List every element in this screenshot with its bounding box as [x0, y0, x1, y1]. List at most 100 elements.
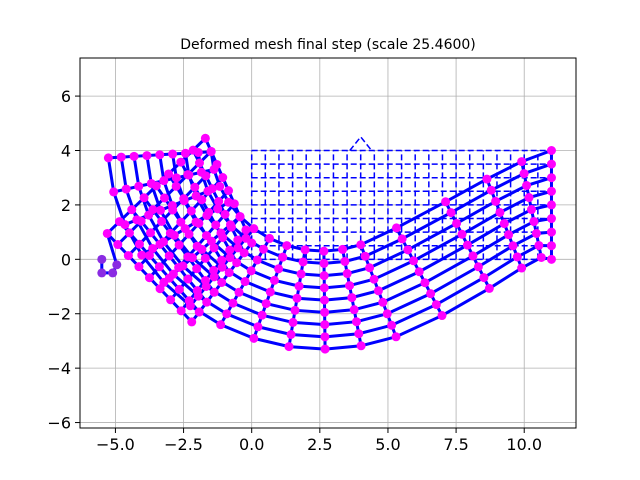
deformed-mesh-node: [184, 170, 194, 180]
deformed-mesh-node: [202, 297, 212, 307]
deformed-mesh-node: [486, 185, 496, 195]
deformed-mesh-node: [446, 208, 456, 218]
deformed-mesh-node: [134, 181, 144, 191]
deformed-mesh-node: [157, 216, 167, 226]
deformed-mesh-node: [526, 205, 536, 215]
support-node: [112, 260, 122, 270]
deformed-mesh-node: [409, 256, 419, 266]
deformed-mesh-node: [491, 196, 501, 206]
deformed-mesh-node: [457, 229, 467, 239]
deformed-mesh-node: [441, 197, 451, 207]
deformed-mesh-node: [519, 169, 529, 179]
deformed-mesh-node: [148, 243, 158, 253]
y-tick-label: −2: [47, 305, 71, 324]
deformed-mesh-node: [286, 329, 296, 339]
deformed-mesh-node: [232, 258, 242, 268]
deformed-mesh-node: [233, 235, 243, 245]
deformed-mesh-node: [158, 237, 168, 247]
deformed-mesh-node: [193, 291, 203, 301]
deformed-mesh-node: [213, 204, 223, 214]
deformed-mesh-node: [187, 253, 197, 263]
deformed-mesh-node: [202, 210, 212, 220]
deformed-mesh-node: [166, 295, 176, 305]
deformed-mesh-node: [224, 197, 234, 207]
deformed-mesh-node: [193, 147, 203, 157]
x-tick-label: 10.0: [506, 435, 542, 454]
deformed-mesh-node: [349, 305, 359, 315]
deformed-mesh-node: [124, 228, 134, 238]
deformed-mesh-node: [240, 277, 250, 287]
deformed-mesh-node: [206, 236, 216, 246]
deformed-mesh-node: [134, 262, 144, 272]
deformed-mesh-node: [191, 191, 201, 201]
y-tick-label: −4: [47, 359, 71, 378]
deformed-mesh-node: [203, 186, 213, 196]
deformed-mesh-node: [211, 220, 221, 230]
deformed-mesh-node: [252, 255, 262, 265]
deformed-mesh-node: [531, 228, 541, 238]
deformed-mesh-node: [171, 181, 181, 191]
y-tick-label: 6: [61, 87, 71, 106]
deformed-mesh-node: [176, 157, 186, 167]
deformed-mesh-node: [320, 344, 330, 354]
deformed-mesh-node: [225, 220, 235, 230]
deformed-mesh-node: [414, 267, 424, 277]
deformed-mesh-node: [171, 173, 181, 183]
deformed-mesh-node: [479, 273, 489, 283]
deformed-mesh-node: [265, 233, 275, 243]
deformed-mesh-node: [294, 281, 304, 291]
deformed-mesh-node: [113, 240, 123, 250]
deformed-mesh-node: [176, 306, 186, 316]
y-tick-label: 0: [61, 250, 71, 269]
deformed-mesh-node: [146, 228, 156, 238]
deformed-mesh-node: [197, 244, 207, 254]
deformed-mesh-node: [437, 311, 447, 321]
deformed-mesh-node: [546, 254, 556, 264]
deformed-mesh-node: [164, 251, 174, 261]
support-node: [97, 268, 107, 278]
deformed-mesh-node: [120, 220, 130, 230]
deformed-mesh-node: [235, 211, 245, 221]
support-node: [97, 254, 107, 264]
deformed-mesh-node: [298, 257, 308, 267]
deformed-mesh-node: [508, 241, 518, 251]
deformed-mesh-node: [225, 253, 235, 263]
deformed-mesh-node: [517, 263, 527, 273]
x-tick-label: −2.5: [164, 435, 203, 454]
deformed-mesh-node: [499, 219, 509, 229]
chart-title: Deformed mesh final step (scale 25.4600): [180, 37, 476, 53]
deformed-mesh-node: [144, 210, 154, 220]
deformed-mesh-node: [431, 300, 441, 310]
deformed-mesh-node: [155, 205, 165, 215]
deformed-mesh-node: [137, 250, 147, 260]
deformed-mesh-node: [524, 193, 534, 203]
deformed-mesh-node: [338, 244, 348, 254]
deformed-mesh-node: [373, 286, 383, 296]
deformed-mesh-nodes: [97, 133, 556, 354]
deformed-mesh-node: [278, 252, 288, 262]
deformed-mesh-node: [196, 167, 206, 177]
deformed-mesh-node: [190, 182, 200, 192]
x-tick-label: 0.0: [239, 435, 264, 454]
deformed-mesh-node: [187, 317, 197, 327]
deformed-mesh-node: [320, 307, 330, 317]
deformed-mesh-node: [217, 262, 227, 272]
deformed-mesh-node: [284, 342, 294, 352]
deformed-mesh-node: [546, 173, 556, 183]
deformed-mesh-node: [134, 239, 144, 249]
deformed-mesh-node: [155, 150, 165, 160]
deformed-mesh-node: [178, 261, 188, 271]
deformed-mesh-node: [206, 147, 216, 157]
deformed-mesh-node: [546, 241, 556, 251]
x-tick-label: −5.0: [96, 435, 135, 454]
deformed-mesh-node: [320, 332, 330, 342]
deformed-mesh-node: [159, 193, 169, 203]
deformed-mesh-node: [365, 263, 375, 273]
deformed-mesh-node: [296, 269, 306, 279]
deformed-mesh-node: [144, 250, 154, 260]
y-axis: −6 −4 −2 0 2 4 6: [47, 87, 80, 433]
undeformed-mesh-line: [349, 135, 373, 151]
deformed-mesh-node: [369, 274, 379, 284]
deformed-mesh-node: [351, 317, 361, 327]
deformed-mesh-node: [319, 283, 329, 293]
